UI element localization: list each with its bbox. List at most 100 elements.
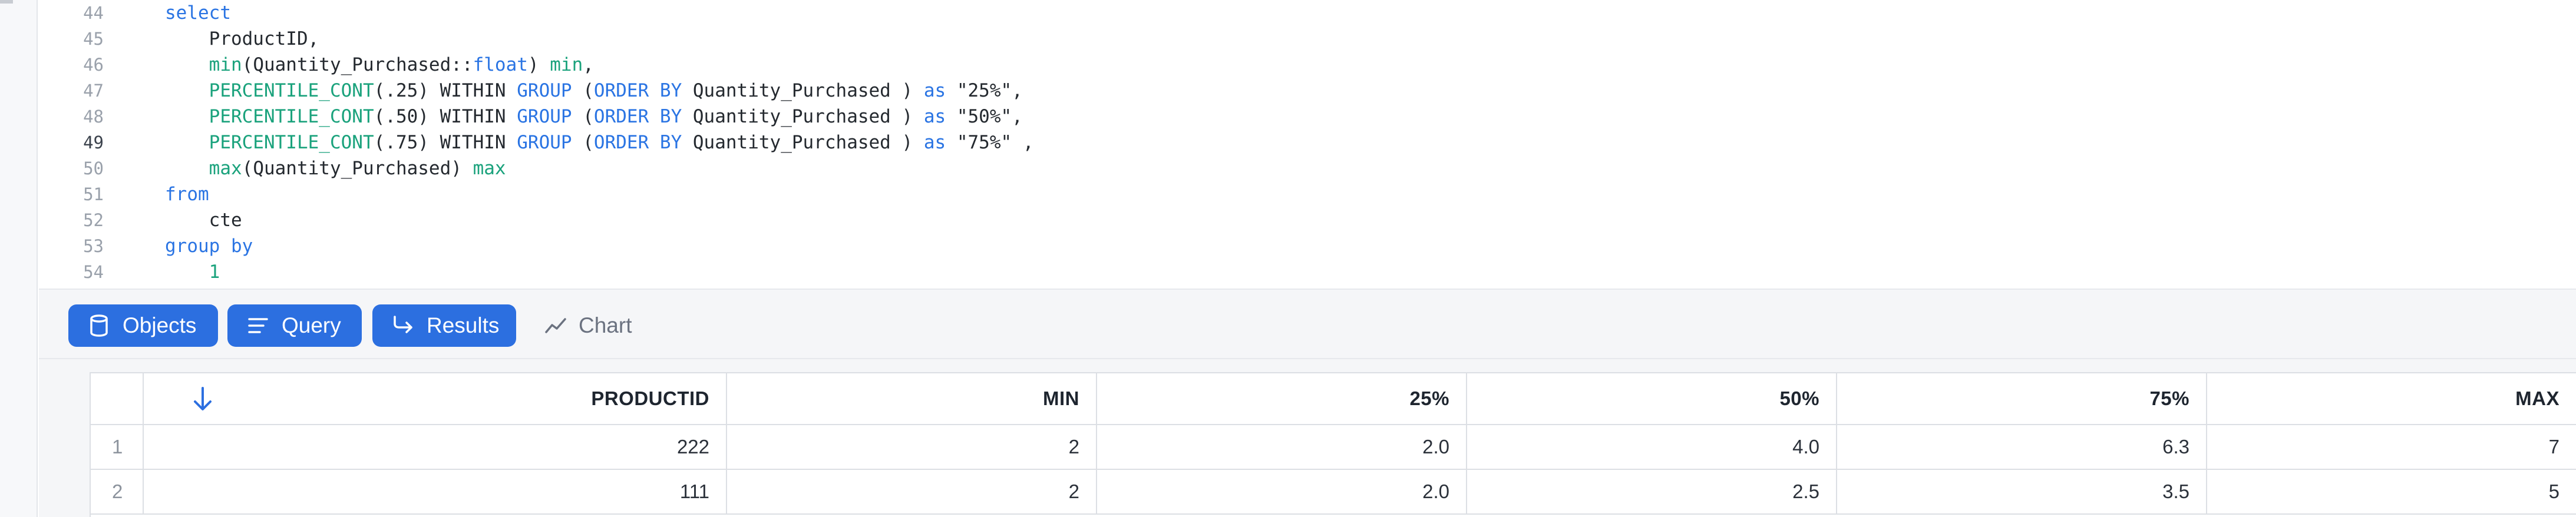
code-token: GROUP [517,106,572,127]
code-line[interactable]: 53 group by [39,233,2576,259]
code-token: max [209,158,242,179]
code-line[interactable]: 52 cte [39,207,2576,233]
line-chart-icon [543,313,569,339]
code-line[interactable]: 46 min(Quantity_Purchased::float) min, [39,52,2576,78]
code-token: Quantity_Purchased ) [682,106,924,127]
code-token [165,158,209,179]
column-header-label: 25% [1409,387,1449,409]
code-token: GROUP [517,132,572,153]
code-text: min(Quantity_Purchased::float) min, [165,52,594,78]
column-header[interactable]: MAX [2207,373,2576,425]
code-line[interactable]: 50 max(Quantity_Purchased) max [39,155,2576,181]
code-token: min [209,54,242,75]
code-token: , [583,54,594,75]
code-token [165,80,209,101]
code-token [165,106,209,127]
results-toolbar: Objects Query Results Chart [39,289,2576,359]
code-token [165,132,209,153]
line-number: 50 [83,158,104,178]
table-cell[interactable]: 6.3 [1837,425,2207,470]
return-arrow-icon [390,313,416,339]
code-text: PERCENTILE_CONT(.25) WITHIN GROUP (ORDER… [165,78,1023,104]
code-token: ( [572,80,594,101]
row-number: 1 [91,425,144,470]
table-cell[interactable]: 2.5 [1467,470,1837,515]
code-token: max [473,158,506,179]
code-token: (Quantity_Purchased) [242,158,473,179]
code-token: as [923,106,946,127]
code-line[interactable]: 48 PERCENTILE_CONT(.50) WITHIN GROUP (OR… [39,104,2576,130]
table-cell[interactable]: 4.0 [1467,425,1837,470]
code-token: float [473,54,528,75]
code-text: PERCENTILE_CONT(.75) WITHIN GROUP (ORDER… [165,130,1034,155]
code-line[interactable]: 47 PERCENTILE_CONT(.25) WITHIN GROUP (OR… [39,78,2576,104]
column-header[interactable]: PRODUCTID [144,373,727,425]
left-gutter [0,0,38,517]
line-number: 44 [83,3,104,23]
code-text: group by [165,233,253,259]
table-cell[interactable]: 2.0 [1097,425,1467,470]
code-token [165,54,209,75]
table-cell[interactable]: 222 [144,425,727,470]
code-line[interactable]: 54 1 [39,259,2576,285]
code-token: PERCENTILE_CONT [209,80,374,101]
code-token: "50%", [946,106,1023,127]
row-number: 2 [91,470,144,515]
results-table: PRODUCTID MIN 25% 50% 75% MAX 1 222 2 2.0 4.0 6.3 7 2… [90,372,2576,517]
code-text: cte [165,207,242,233]
code-token: ( [572,132,594,153]
lines-icon [245,313,271,339]
code-token: (.25) WITHIN [374,80,517,101]
table-cell[interactable]: 2 [727,425,1097,470]
column-header-label: 75% [2149,387,2189,409]
column-header[interactable]: 75% [1837,373,2207,425]
objects-label: Objects [123,313,197,337]
column-header[interactable]: 25% [1097,373,1467,425]
gutter-marker [0,0,13,4]
code-token: "75%" , [946,132,1034,153]
column-header-label: 50% [1779,387,1819,409]
table-cell[interactable]: 2.0 [1097,470,1467,515]
table-cell[interactable]: 5 [2207,470,2576,515]
database-icon [86,313,112,339]
code-token: group by [165,236,253,257]
code-text: from [165,181,209,207]
code-token: cte [165,210,242,231]
corner-header [91,373,144,425]
code-token: as [923,80,946,101]
code-token: (.75) WITHIN [374,132,517,153]
column-header-label: MAX [2515,387,2560,409]
table-cell[interactable]: 3.5 [1837,470,2207,515]
table-cell[interactable]: 111 [144,470,727,515]
code-text: PERCENTILE_CONT(.50) WITHIN GROUP (ORDER… [165,104,1023,130]
code-line[interactable]: 51 from [39,181,2576,207]
chart-label: Chart [579,313,632,337]
objects-button[interactable]: Objects [68,304,218,347]
code-token: Quantity_Purchased ) [682,132,924,153]
sort-arrow-down-icon[interactable] [191,386,214,417]
column-header-label: MIN [1043,387,1079,409]
results-button[interactable]: Results [372,304,516,347]
code-token: PERCENTILE_CONT [209,106,374,127]
code-text: select [165,0,231,26]
code-token: (Quantity_Purchased [242,54,451,75]
code-token: Quantity_Purchased ) [682,80,924,101]
code-token: PERCENTILE_CONT [209,132,374,153]
code-token: "25%", [946,80,1023,101]
line-number: 54 [83,262,104,282]
line-number: 46 [83,55,104,75]
line-number: 45 [83,29,104,49]
column-header[interactable]: MIN [727,373,1097,425]
code-line[interactable]: 49 PERCENTILE_CONT(.75) WITHIN GROUP (OR… [39,130,2576,155]
table-cell[interactable]: 7 [2207,425,2576,470]
line-number: 52 [83,210,104,230]
column-header[interactable]: 50% [1467,373,1837,425]
table-cell[interactable]: 2 [727,470,1097,515]
code-token: from [165,184,209,205]
sql-editor[interactable]: 44 select 45 ProductID, 46 min(Quantity_Pur… [39,0,2576,289]
query-button[interactable]: Query [227,304,362,347]
code-line[interactable]: 44 select [39,0,2576,26]
column-header-label: PRODUCTID [591,387,709,409]
chart-tab[interactable]: Chart [543,304,632,347]
code-line[interactable]: 45 ProductID, [39,26,2576,52]
